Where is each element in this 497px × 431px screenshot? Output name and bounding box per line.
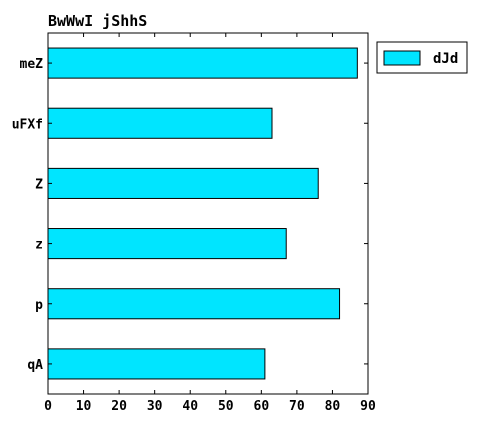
y-tick-label: z bbox=[35, 238, 43, 253]
y-tick-label: p bbox=[35, 298, 43, 313]
x-tick-label: 50 bbox=[218, 399, 234, 414]
x-axis: 0 10 20 30 40 50 60 70 80 90 bbox=[44, 33, 376, 414]
bar-qA bbox=[47, 348, 266, 380]
x-tick-label: 80 bbox=[325, 399, 341, 414]
y-axis: meZ uFXf Zz p qA bbox=[12, 57, 368, 373]
x-tick-label: 30 bbox=[147, 399, 163, 414]
legend-label: dJd bbox=[433, 51, 458, 67]
y-tick-label: meZ bbox=[20, 57, 44, 72]
x-tick-label: 40 bbox=[182, 399, 198, 414]
bar-p bbox=[47, 288, 341, 320]
legend-swatch bbox=[383, 50, 421, 66]
x-tick-label: 90 bbox=[360, 399, 376, 414]
bars-layer bbox=[47, 47, 358, 380]
bar-z bbox=[47, 228, 287, 260]
y-tick-label: uFXf bbox=[12, 117, 43, 132]
chart-title: BwWwI jShhS bbox=[48, 12, 147, 30]
x-tick-label: 70 bbox=[289, 399, 305, 414]
plot-frame bbox=[47, 32, 369, 395]
bar-Z bbox=[47, 167, 319, 199]
bar-uFXf bbox=[47, 107, 273, 139]
x-tick-label: 60 bbox=[254, 399, 270, 414]
bar-meZ bbox=[47, 47, 358, 79]
x-tick-label: 10 bbox=[76, 399, 92, 414]
x-tick-label: 20 bbox=[111, 399, 127, 414]
y-tick-label: Z bbox=[35, 177, 43, 192]
y-tick-label: qA bbox=[27, 358, 43, 373]
legend: dJd bbox=[376, 41, 468, 74]
x-tick-label: 0 bbox=[44, 399, 52, 414]
